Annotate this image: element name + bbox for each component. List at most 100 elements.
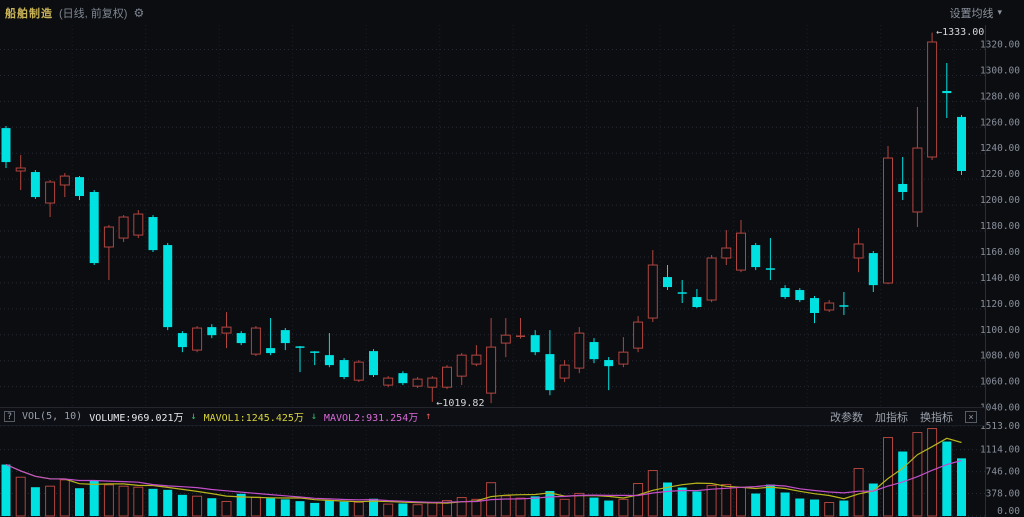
volume-bar-up — [736, 487, 746, 517]
volume-bar-down — [868, 483, 878, 516]
candle-body-up — [618, 351, 629, 365]
volume-bar-down — [310, 502, 320, 516]
page-title: 船舶制造 — [5, 7, 53, 20]
help-icon[interactable]: ? — [4, 411, 15, 422]
candle-body-up — [927, 41, 938, 158]
candle-body-down — [75, 177, 84, 197]
candle-body-up — [736, 232, 746, 271]
close-icon[interactable]: × — [965, 410, 977, 423]
candle-body-down — [663, 277, 672, 288]
candle-body-down — [177, 333, 187, 348]
change-params-button[interactable]: 改参数 — [830, 411, 863, 424]
volume-bar-up — [574, 492, 585, 517]
candle-body-down — [280, 330, 290, 344]
volume-bar-down — [339, 501, 349, 516]
candle-body-up — [633, 321, 644, 349]
candle-body-up — [45, 181, 56, 204]
candle-body-up — [15, 167, 26, 172]
mavol2-line — [5, 459, 962, 503]
candle-body-down — [942, 91, 952, 94]
price-axis-label: 1200.00 — [980, 195, 1020, 206]
gear-icon[interactable]: ⚙ — [133, 5, 145, 20]
candle-body-down — [163, 245, 173, 328]
volume-axis-label: 378.00 — [986, 489, 1021, 500]
candle-body-up — [250, 327, 261, 355]
volume-bar-up — [353, 501, 364, 517]
price-axis-label: 1060.00 — [980, 377, 1020, 388]
candle-body-down — [339, 360, 349, 378]
volume-indicator-label: VOL(5, 10) — [22, 411, 83, 422]
volume-bar-up — [633, 483, 644, 517]
candle-body-up — [59, 175, 70, 186]
main-chart-header: 船舶制造 (日线, 前复权) ⚙ 设置均线 ▾ — [0, 0, 1024, 25]
extreme-price-annotation: ←1019.82 — [436, 398, 484, 409]
candle-body-up — [824, 302, 835, 311]
volume-bar-down — [942, 441, 952, 516]
candle-body-up — [221, 326, 232, 334]
volume-bar-down — [677, 487, 687, 516]
volume-bar-down — [324, 500, 334, 516]
ma-settings-label: 设置均线 — [949, 7, 994, 20]
volume-bar-up — [383, 503, 394, 517]
candle-doji-body — [677, 292, 687, 294]
price-axis-label: 1320.00 — [980, 40, 1020, 51]
price-axis-label: 1100.00 — [980, 325, 1020, 336]
candle-body-up — [647, 264, 658, 319]
volume-bar-down — [148, 488, 158, 516]
candle-body-down — [1, 128, 11, 163]
volume-bar-down — [280, 499, 290, 516]
candle-body-up — [192, 327, 203, 351]
volume-bar-down — [398, 503, 408, 516]
candle-body-down — [369, 351, 378, 376]
volume-bar-down — [751, 493, 761, 516]
candle-doji-body — [516, 335, 525, 337]
volume-header: ? VOL(5, 10) VOLUME:969.021万 ↓ MAVOL1:12… — [0, 407, 985, 426]
volume-bar-up — [412, 504, 423, 517]
mavol2-up-arrow-icon: ↑ — [425, 411, 432, 422]
candle-body-up — [412, 378, 423, 387]
mavol1-line — [5, 437, 962, 504]
price-axis-label: 1140.00 — [980, 273, 1020, 284]
volume-bar-down — [589, 497, 599, 516]
candle-body-down — [207, 327, 217, 336]
add-indicator-button[interactable]: 加指标 — [875, 411, 908, 424]
volume-bar-down — [530, 496, 540, 516]
volume-indicator-readout: ? VOL(5, 10) VOLUME:969.021万 ↓ MAVOL1:12… — [4, 409, 431, 424]
candle-body-down — [868, 253, 878, 286]
candle-body-down — [751, 245, 761, 268]
candle-body-up — [574, 332, 585, 369]
volume-bar-up — [883, 437, 893, 517]
candle-body-down — [530, 335, 540, 353]
candle-body-down — [89, 192, 99, 264]
candle-body-down — [780, 288, 790, 298]
volume-bar-up — [192, 495, 203, 517]
volume-bar-down — [266, 498, 276, 516]
candle-body-down — [236, 333, 246, 344]
ma-settings-dropdown[interactable]: 设置均线 ▾ — [949, 0, 1002, 25]
mavol2-value: MAVOL2:931.254万 — [323, 413, 419, 424]
volume-bar-down — [663, 482, 672, 516]
volume-bar-down — [177, 494, 187, 516]
mavol1-value: MAVOL1:1245.425万 — [203, 413, 304, 424]
candle-body-up — [353, 361, 364, 381]
volume-bar-up — [824, 501, 835, 517]
volume-axis-label: 746.00 — [986, 467, 1021, 478]
volume-bar-down — [545, 491, 555, 516]
switch-indicator-button[interactable]: 换指标 — [920, 411, 953, 424]
chart-period-label: (日线, 前复权) — [59, 7, 128, 20]
volume-bar-down — [795, 498, 805, 516]
volume-bar-down — [1, 464, 11, 516]
chevron-down-icon: ▾ — [997, 7, 1002, 17]
candle-body-down — [545, 354, 555, 391]
price-axis-label: 1280.00 — [980, 91, 1020, 102]
extreme-price-annotation: ←1333.00 — [936, 27, 984, 38]
volume-bar-up — [442, 500, 452, 517]
candle-body-down — [810, 298, 819, 313]
candle-body-down — [898, 183, 908, 193]
candle-doji-body — [839, 305, 849, 307]
volume-down-arrow-icon: ↓ — [190, 411, 197, 422]
volume-bar-down — [780, 492, 790, 516]
volume-bar-up — [853, 468, 864, 517]
volume-bar-down — [839, 500, 849, 516]
